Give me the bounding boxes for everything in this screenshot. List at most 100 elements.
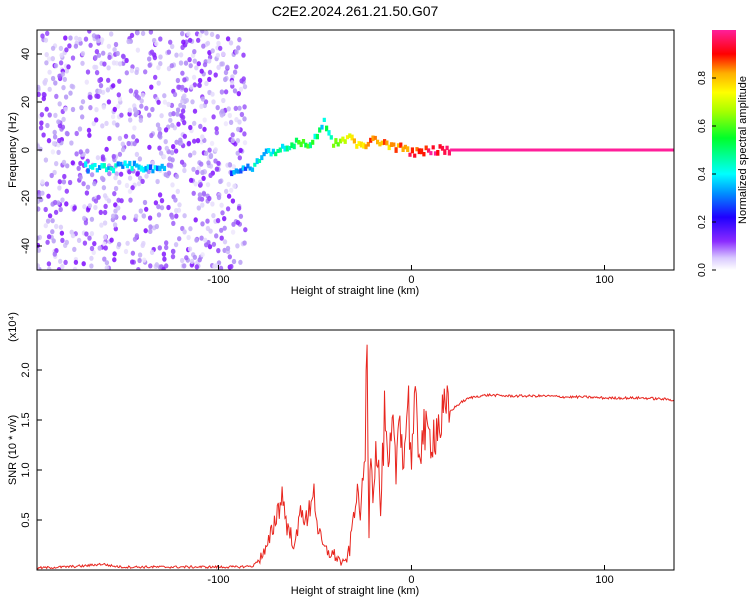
spectrogram-noise-cell (161, 251, 167, 257)
spectrogram-ridge-cell (647, 148, 651, 152)
spectrogram-noise-cell (237, 119, 242, 125)
spectrogram-noise-cell (93, 204, 98, 211)
spectrogram-noise-cell (208, 228, 213, 234)
spectrogram-noise-cell (78, 160, 83, 166)
spectrogram-noise-cell (124, 57, 129, 64)
spectrogram-noise-cell (51, 140, 57, 147)
spectrogram-noise-cell (74, 35, 79, 41)
spectrogram-noise-cell (128, 197, 133, 203)
spectrogram-noise-cell (190, 99, 195, 105)
spectrogram-ridge-cell (149, 164, 153, 170)
spectrogram-noise-cell (137, 257, 142, 264)
spectrogram-ridge-cell (160, 163, 164, 169)
spectrogram-noise-cell (60, 197, 65, 203)
spectrogram-ridge-cell (651, 148, 655, 152)
spectrogram-noise-cell (147, 62, 152, 68)
spectrogram-noise-cell (177, 236, 182, 242)
spectrogram-noise-cell (44, 60, 49, 66)
spectrogram-noise-cell (231, 164, 236, 170)
spectrogram-noise-cell (166, 101, 171, 107)
spectrogram-noise-cell (146, 168, 151, 175)
spectrogram-ridge-cell (276, 149, 280, 153)
spectrogram-noise-cell (80, 51, 86, 57)
colorbar-gradient (712, 30, 736, 270)
spectrogram-noise-cell (182, 167, 187, 174)
spectrogram-noise-cell (178, 137, 183, 143)
spectrogram-ridge-cell (387, 144, 391, 151)
spectrogram-noise-cell (180, 84, 185, 90)
spectrogram-noise-cell (235, 150, 240, 156)
colorbar-tick-label: 0.0 (697, 263, 708, 277)
spectrogram-noise-cell (136, 181, 142, 187)
spectrogram-noise-cell (130, 250, 136, 256)
spectrogram-noise-cell (99, 222, 104, 228)
colorbar-tick-label: 0.8 (697, 71, 708, 85)
spectrogram-noise-cell (52, 251, 57, 257)
spectrogram-noise-cell (103, 245, 108, 251)
spectrogram-noise-cell (149, 84, 154, 90)
spectrogram-ridge-cell (575, 148, 579, 152)
spectrogram-noise-cell (203, 99, 209, 105)
spectrogram-noise-cell (210, 48, 215, 54)
spectrogram-noise-cell (94, 93, 99, 99)
spectrogram-xtick-label: -100 (207, 274, 229, 286)
spectrogram-noise-cell (218, 45, 223, 51)
spectrogram-noise-cell (157, 245, 162, 251)
spectrogram-ridge-cell (616, 148, 621, 152)
spectrogram-ridge-cell (589, 148, 593, 152)
spectrogram-noise-cell (37, 235, 40, 241)
spectrogram-noise-cell (169, 63, 174, 69)
spectrogram-noise-cell (64, 188, 70, 194)
spectrogram-noise-cell (242, 140, 248, 146)
spectrogram-noise-cell (242, 104, 247, 110)
spectrogram-ridge-cell (642, 148, 646, 152)
spectrogram-noise-cell (115, 103, 121, 109)
spectrogram-noise-cell (148, 263, 153, 269)
spectrogram-noise-cell (58, 206, 63, 213)
spectrogram-noise-cell (80, 114, 85, 120)
spectrogram-noise-cell (94, 117, 99, 123)
spectrogram-ridge-cell (672, 148, 674, 152)
spectrogram-noise-cell (195, 169, 200, 175)
spectrogram-noise-cell (117, 179, 122, 185)
spectrogram-noise-cell (100, 123, 105, 129)
spectrogram-noise-cell (57, 179, 62, 185)
spectrogram-noise-cell (132, 106, 138, 112)
spectrogram-noise-cell (77, 126, 83, 132)
spectrogram-noise-cell (130, 185, 135, 191)
spectrogram-noise-cell (189, 258, 195, 264)
spectrogram-noise-cell (235, 138, 241, 144)
spectrogram-noise-cell (200, 252, 205, 258)
spectrogram-ridge-cell (313, 133, 317, 140)
snr-panel: -100 0 100 0.5 1.0 1.5 2.0 Height of straight … (7, 312, 675, 597)
figure-title: C2E2.2024.261.21.50.G07 (272, 3, 439, 19)
spectrogram-noise-cell (37, 247, 41, 253)
spectrogram-ridge-cell (327, 130, 331, 136)
spectrogram-ridge-cell (663, 148, 667, 152)
spectrogram-ridge-cell (292, 143, 296, 150)
spectrogram-ridge-cell (153, 165, 157, 171)
spectrogram-ridge-cell (538, 148, 542, 152)
spectrogram-ridge-cell (294, 137, 299, 143)
spectrogram-noise-cell (197, 77, 203, 84)
spectrogram-ridge-cell (591, 148, 595, 152)
spectrogram-ridge-cell (415, 147, 419, 152)
spectrogram-noise-cell (168, 39, 173, 45)
spectrogram-noise-cell (186, 140, 192, 146)
spectrogram-ridge-cell (320, 124, 324, 130)
spectrogram-ridge-cell (267, 148, 271, 154)
spectrogram-noise-cell (74, 130, 79, 137)
spectrogram-noise-cell (231, 258, 237, 265)
spectrogram-ridge-cell (457, 148, 461, 152)
spectrogram-ridge-cell (471, 148, 475, 152)
spectrogram-noise-cell (149, 132, 154, 139)
spectrogram-noise-cell (37, 206, 41, 212)
spectrogram-noise-cell (229, 263, 234, 270)
spectrogram-noise-cell (70, 160, 76, 166)
spectrogram-ridge-cell (95, 168, 99, 173)
spectrogram-noise-cell (104, 260, 110, 266)
spectrogram-ridge-cell (658, 148, 662, 152)
spectrogram-noise-cell (89, 263, 94, 269)
spectrogram-ridge-cell (417, 148, 421, 155)
spectrogram-panel: -100 0 100 -40 -20 0 20 40 Height of straight l… (7, 29, 675, 297)
